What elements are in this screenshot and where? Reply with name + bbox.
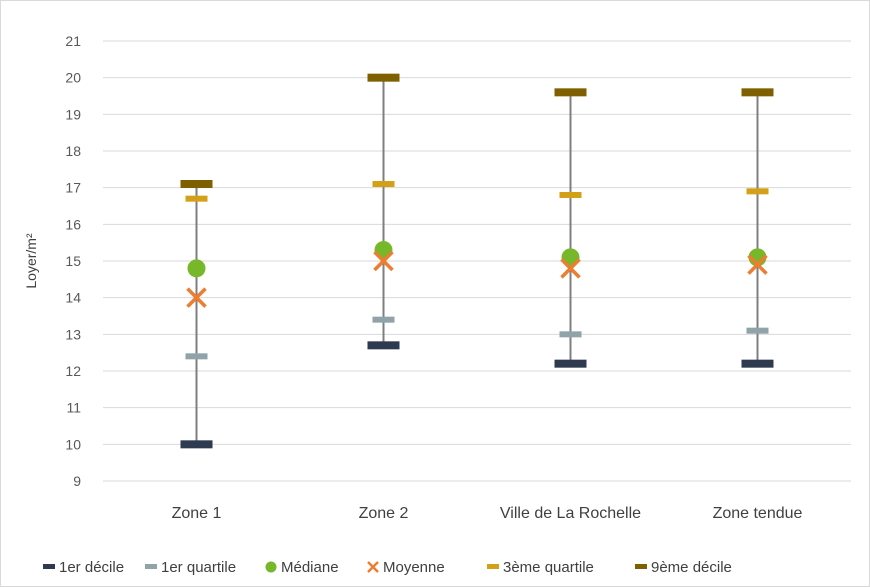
legend-swatch [265,561,277,573]
y-tick-label: 20 [65,70,81,86]
data-marks [180,73,774,449]
y-tick-label: 17 [65,180,81,196]
legend-item: 3ème quartile [487,559,594,576]
data-point [373,250,394,272]
data-point [367,73,400,82]
data-point [741,359,774,368]
legend-swatch [487,564,499,569]
data-point [187,259,206,278]
legend-swatch [367,561,379,573]
data-point [367,341,400,350]
data-point [372,316,395,323]
y-tick-label: 16 [65,216,81,232]
data-point [741,88,774,97]
data-point-stroke [560,258,581,279]
data-point [185,353,208,360]
data-point [747,254,768,275]
data-point [559,331,582,338]
legend-item: 9ème décile [635,559,732,576]
range-lines [195,77,759,445]
legend-item: Médiane [265,559,339,576]
data-point [180,180,213,188]
data-point [560,258,581,279]
y-tick-label: 14 [65,290,81,306]
legend-label: Moyenne [383,559,445,576]
data-point [372,181,395,187]
data-point [746,327,769,334]
x-category-labels: Zone 1 Zone 2 Ville de La Rochelle Zone ten… [172,505,803,522]
data-point [559,192,582,198]
data-point-stroke [186,287,207,308]
y-tick-label: 12 [65,363,81,379]
data-point-stroke [747,254,768,275]
x-category-label: Zone tendue [713,505,803,522]
y-tick-label: 15 [65,253,81,269]
y-tick-label: 10 [65,436,81,452]
legend: 1er décile 1er quartile Médiane Moyenne 3ème… [43,559,732,576]
legend-item: 1er décile [43,559,124,576]
legend-swatch [145,564,157,569]
y-tick-label: 11 [66,400,81,416]
legend-swatch [635,564,647,569]
x-category-label: Ville de La Rochelle [500,505,641,522]
x-category-label: Zone 1 [172,505,222,522]
y-axis-label: Loyer/m² [23,233,39,289]
gridlines [103,40,851,482]
legend-label: 9ème décile [651,559,732,576]
y-tick-label: 21 [65,33,81,49]
legend-swatch [43,564,55,569]
data-point [185,195,208,202]
legend-label: 1er décile [59,559,124,576]
y-tick-label: 13 [65,326,81,342]
data-point [186,287,207,308]
y-tick-label: 19 [65,106,81,122]
y-tick-label: 9 [73,473,81,489]
data-point [554,359,587,368]
y-tick-label: 18 [65,143,81,159]
x-category-label: Zone 2 [359,505,409,522]
data-point [746,188,769,195]
y-tick-labels: 9 10 11 12 13 14 15 16 17 18 19 20 21 [65,33,81,489]
legend-item: Moyenne [367,559,445,576]
data-point-stroke [373,250,394,272]
data-point [554,88,587,97]
legend-label: 1er quartile [161,559,236,576]
data-point [180,440,213,449]
legend-item: 1er quartile [145,559,236,576]
legend-label: 3ème quartile [503,559,594,576]
legend-label: Médiane [281,559,339,576]
